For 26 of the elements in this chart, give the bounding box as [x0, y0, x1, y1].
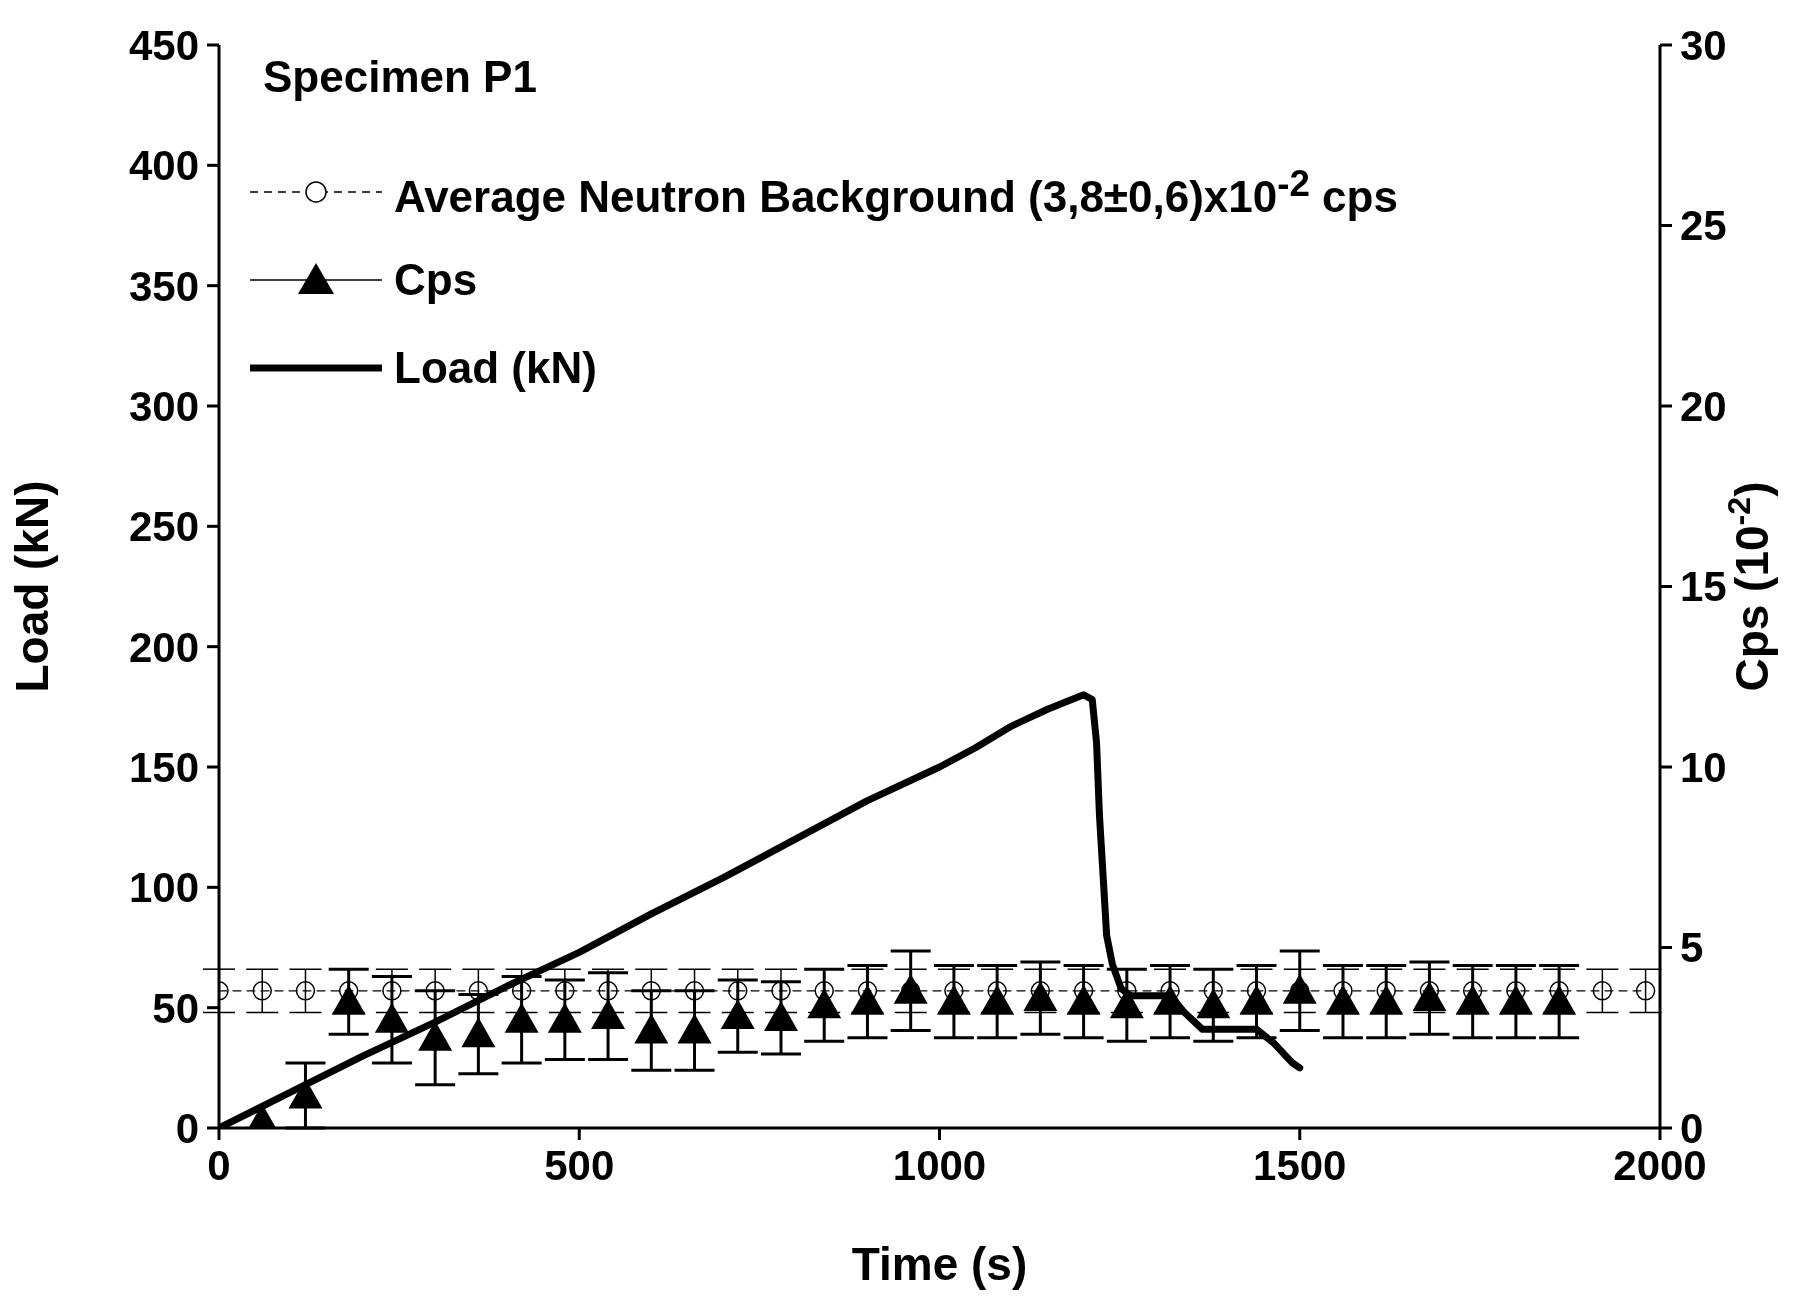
y-axis-title: Load (kN): [6, 480, 58, 693]
x-tick-label: 0: [207, 1141, 231, 1189]
x-tick-label: 500: [544, 1141, 615, 1189]
x-axis-title: Time (s): [851, 1238, 1028, 1290]
y2-tick-label: 0: [1680, 1104, 1704, 1152]
y-tick-label: 450: [128, 21, 199, 69]
legend-label: Average Neutron Background (3,8±0,6)x10$^{-2}$ cps: [394, 162, 1398, 222]
y-tick-label: 400: [128, 142, 199, 190]
y2-tick-label: 25: [1680, 202, 1727, 250]
y2-tick-label: 20: [1680, 382, 1727, 430]
legend-label: Cps: [394, 255, 478, 305]
y-tick-label: 250: [128, 503, 199, 551]
y-tick-label: 0: [175, 1104, 199, 1152]
x-tick-label: 1500: [1253, 1141, 1347, 1189]
y2-tick-label: 5: [1680, 924, 1704, 972]
y-tick-label: 100: [128, 864, 199, 912]
y-tick-label: 50: [152, 984, 199, 1032]
y-tick-label: 150: [128, 743, 199, 791]
y2-tick-label: 30: [1680, 21, 1727, 69]
y-tick-label: 300: [128, 382, 199, 430]
y-tick-label: 350: [128, 262, 199, 310]
y2-tick-label: 10: [1680, 743, 1727, 791]
y-tick-label: 200: [128, 623, 199, 671]
legend-label: Load (kN): [394, 343, 597, 393]
chart-title: Specimen P1: [263, 51, 537, 101]
x-tick-label: 1000: [892, 1141, 987, 1189]
